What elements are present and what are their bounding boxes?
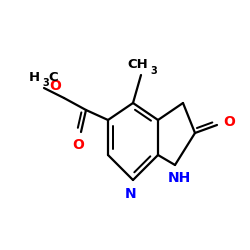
Text: 3: 3 [42, 78, 49, 88]
Text: N: N [125, 187, 137, 201]
Text: H: H [29, 71, 40, 84]
Text: C: C [48, 71, 58, 84]
Text: 3: 3 [150, 66, 157, 76]
Text: O: O [223, 115, 235, 129]
Text: O: O [49, 79, 61, 93]
Text: CH: CH [128, 58, 148, 71]
Text: O: O [72, 138, 84, 152]
Text: NH: NH [168, 171, 191, 185]
